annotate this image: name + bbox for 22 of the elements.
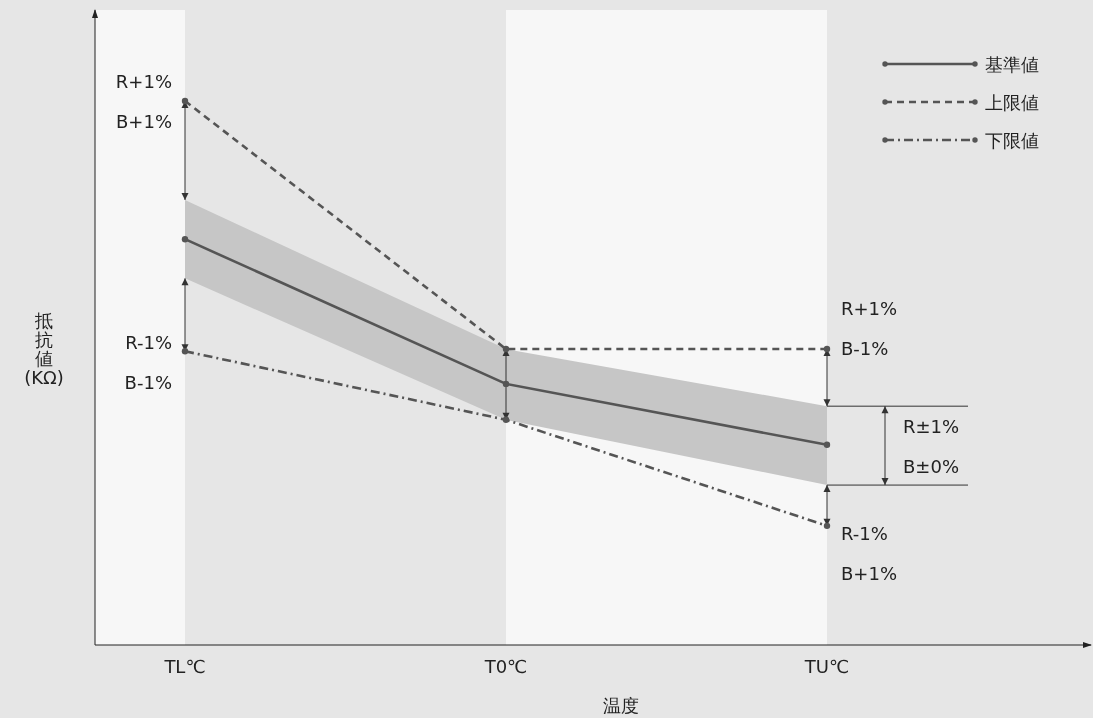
x-axis-title: 温度 (603, 695, 639, 716)
point (181, 97, 189, 105)
point (502, 380, 510, 388)
x-tick-label: TU℃ (803, 656, 850, 677)
legend-label: 上限値 (985, 92, 1039, 113)
point (823, 441, 831, 449)
point (181, 348, 189, 355)
annotation: R±1% B±0% (903, 415, 960, 477)
legend-label: 下限値 (985, 130, 1039, 151)
x-tick-label: TL℃ (163, 656, 206, 677)
point (823, 345, 831, 353)
annotation: R+1% B-1% (841, 298, 898, 360)
point (181, 235, 189, 243)
annotation: R-1% B-1% (124, 332, 172, 394)
x-tick-label: T0℃ (483, 656, 528, 677)
annotation: R+1% B+1% (115, 71, 172, 132)
legend-label: 基準値 (985, 54, 1039, 75)
annotation: R-1% B+1% (841, 522, 897, 584)
point (502, 345, 510, 353)
point (502, 416, 510, 423)
y-axis-title: 抵抗値(KΩ) (24, 310, 64, 388)
point (823, 522, 831, 530)
